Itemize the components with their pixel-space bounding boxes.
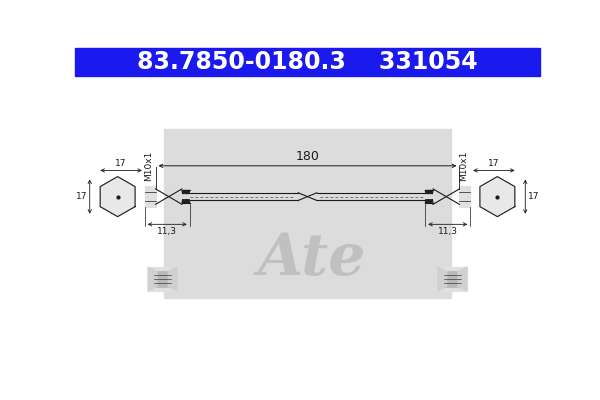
Bar: [433, 189, 460, 204]
Bar: [155, 189, 182, 204]
Bar: [460, 186, 470, 207]
Text: 11,3: 11,3: [157, 228, 177, 236]
Text: 17: 17: [488, 159, 500, 168]
Polygon shape: [480, 176, 515, 217]
Polygon shape: [168, 267, 178, 291]
Text: Ate: Ate: [257, 232, 365, 288]
Text: 180: 180: [296, 150, 319, 163]
Bar: [438, 267, 467, 291]
Text: 11,3: 11,3: [438, 228, 458, 236]
Text: 17: 17: [115, 159, 127, 168]
Bar: [148, 267, 178, 291]
Polygon shape: [148, 267, 157, 291]
Text: 17: 17: [527, 192, 539, 201]
Text: M10x1: M10x1: [144, 151, 153, 181]
Polygon shape: [458, 267, 467, 291]
Text: 17: 17: [76, 192, 88, 201]
Text: M10x1: M10x1: [459, 151, 468, 181]
Bar: [164, 129, 451, 298]
Text: 83.7850-0180.3    331054: 83.7850-0180.3 331054: [137, 50, 478, 74]
Bar: [154, 271, 171, 287]
Bar: [444, 271, 461, 287]
Polygon shape: [100, 176, 135, 217]
Polygon shape: [438, 267, 447, 291]
Bar: [75, 48, 540, 76]
Bar: [145, 186, 155, 207]
